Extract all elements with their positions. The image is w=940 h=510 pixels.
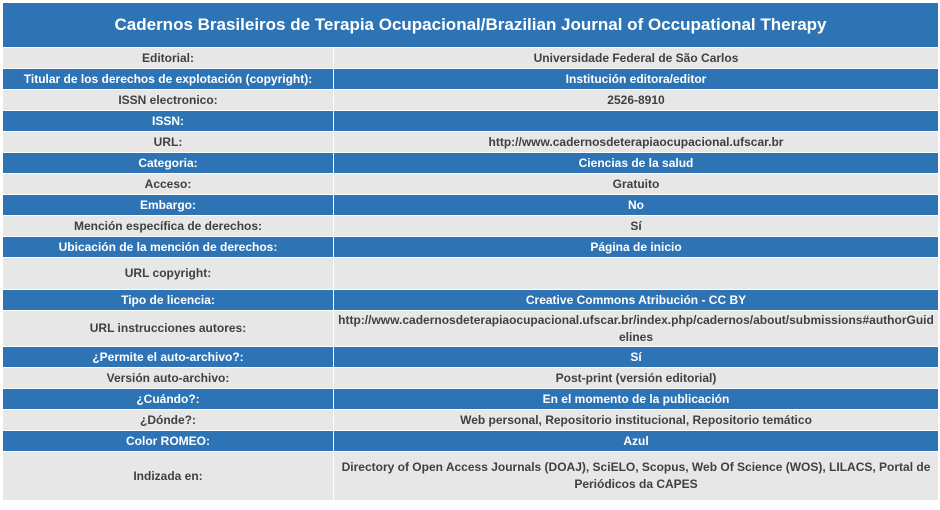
row-rights-location: Ubicación de la mención de derechos: Pág… xyxy=(2,236,939,258)
row-when: ¿Cuándo?: En el momento de la publicació… xyxy=(2,388,939,410)
row-label: Categoria: xyxy=(2,152,334,174)
author-instructions-link[interactable]: http://www.cadernosdeterapiaocupacional.… xyxy=(333,310,939,347)
row-romeo-color: Color ROMEO: Azul xyxy=(2,430,939,452)
journal-info-table: Cadernos Brasileiros de Terapia Ocupacio… xyxy=(2,2,939,501)
row-label: URL copyright: xyxy=(2,257,334,290)
row-value: Sí xyxy=(333,346,939,368)
row-value: 2526-8910 xyxy=(333,89,939,111)
row-license-type: Tipo de licencia: Creative Commons Atrib… xyxy=(2,289,939,311)
row-value: Sí xyxy=(333,215,939,237)
row-eissn: ISSN electronico: 2526-8910 xyxy=(2,89,939,111)
row-value: Creative Commons Atribución - CC BY xyxy=(333,289,939,311)
row-label: ¿Permite el auto-archivo?: xyxy=(2,346,334,368)
row-value: Web personal, Repositorio institucional,… xyxy=(333,409,939,431)
row-label: ISSN electronico: xyxy=(2,89,334,111)
row-label: ¿Cuándo?: xyxy=(2,388,334,410)
row-category: Categoria: Ciencias de la salud xyxy=(2,152,939,174)
row-author-instructions: URL instrucciones autores: http://www.ca… xyxy=(2,310,939,347)
row-self-archiving: ¿Permite el auto-archivo?: Sí xyxy=(2,346,939,368)
row-label: Embargo: xyxy=(2,194,334,216)
row-label: Editorial: xyxy=(2,47,334,69)
row-value: Universidade Federal de São Carlos xyxy=(333,47,939,69)
row-value: En el momento de la publicación xyxy=(333,388,939,410)
row-value: Directory of Open Access Journals (DOAJ)… xyxy=(333,451,939,501)
journal-title: Cadernos Brasileiros de Terapia Ocupacio… xyxy=(2,2,939,48)
row-where: ¿Dónde?: Web personal, Repositorio insti… xyxy=(2,409,939,431)
row-label: ISSN: xyxy=(2,110,334,132)
row-value: Ciencias de la salud xyxy=(333,152,939,174)
row-label: Acceso: xyxy=(2,173,334,195)
row-access: Acceso: Gratuito xyxy=(2,173,939,195)
row-label: Titular de los derechos de explotación (… xyxy=(2,68,334,90)
row-value xyxy=(333,257,939,290)
row-issn: ISSN: xyxy=(2,110,939,132)
row-label: Tipo de licencia: xyxy=(2,289,334,311)
row-url: URL: http://www.cadernosdeterapiaocupaci… xyxy=(2,131,939,153)
row-label: Versión auto-archivo: xyxy=(2,367,334,389)
row-editorial: Editorial: Universidade Federal de São C… xyxy=(2,47,939,69)
row-label: Indizada en: xyxy=(2,451,334,501)
row-value: No xyxy=(333,194,939,216)
row-label: Color ROMEO: xyxy=(2,430,334,452)
row-label: URL: xyxy=(2,131,334,153)
row-label: Ubicación de la mención de derechos: xyxy=(2,236,334,258)
journal-url-link[interactable]: http://www.cadernosdeterapiaocupacional.… xyxy=(333,131,939,153)
row-copyright-holder: Titular de los derechos de explotación (… xyxy=(2,68,939,90)
row-value: Azul xyxy=(333,430,939,452)
row-url-copyright: URL copyright: xyxy=(2,257,939,290)
journal-info-panel: Cadernos Brasileiros de Terapia Ocupacio… xyxy=(2,2,939,501)
row-value: Post-print (versión editorial) xyxy=(333,367,939,389)
row-label: ¿Dónde?: xyxy=(2,409,334,431)
row-embargo: Embargo: No xyxy=(2,194,939,216)
row-indexed-in: Indizada en: Directory of Open Access Jo… xyxy=(2,451,939,501)
row-value xyxy=(333,110,939,132)
row-value: Gratuito xyxy=(333,173,939,195)
row-label: URL instrucciones autores: xyxy=(2,310,334,347)
row-value: Página de inicio xyxy=(333,236,939,258)
row-archiving-version: Versión auto-archivo: Post-print (versió… xyxy=(2,367,939,389)
row-value: Institución editora/editor xyxy=(333,68,939,90)
row-label: Mención específica de derechos: xyxy=(2,215,334,237)
row-rights-mention: Mención específica de derechos: Sí xyxy=(2,215,939,237)
